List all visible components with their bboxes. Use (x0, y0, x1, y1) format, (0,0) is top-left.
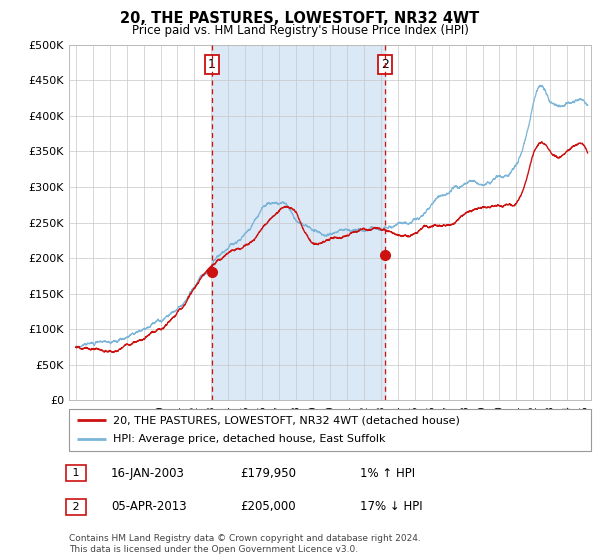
Text: This data is licensed under the Open Government Licence v3.0.: This data is licensed under the Open Gov… (69, 545, 358, 554)
Text: 05-APR-2013: 05-APR-2013 (111, 500, 187, 514)
Text: 20, THE PASTURES, LOWESTOFT, NR32 4WT: 20, THE PASTURES, LOWESTOFT, NR32 4WT (121, 11, 479, 26)
Text: £179,950: £179,950 (240, 466, 296, 480)
Text: HPI: Average price, detached house, East Suffolk: HPI: Average price, detached house, East… (113, 435, 386, 445)
Text: 1: 1 (69, 468, 83, 478)
Text: Price paid vs. HM Land Registry's House Price Index (HPI): Price paid vs. HM Land Registry's House … (131, 24, 469, 36)
Text: 1: 1 (208, 58, 216, 71)
Text: 17% ↓ HPI: 17% ↓ HPI (360, 500, 422, 514)
FancyBboxPatch shape (69, 409, 591, 451)
Text: 1% ↑ HPI: 1% ↑ HPI (360, 466, 415, 480)
Text: 2: 2 (69, 502, 83, 512)
Text: 20, THE PASTURES, LOWESTOFT, NR32 4WT (detached house): 20, THE PASTURES, LOWESTOFT, NR32 4WT (d… (113, 415, 460, 425)
Text: Contains HM Land Registry data © Crown copyright and database right 2024.: Contains HM Land Registry data © Crown c… (69, 534, 421, 543)
Text: 2: 2 (382, 58, 389, 71)
Text: £205,000: £205,000 (240, 500, 296, 514)
Text: 16-JAN-2003: 16-JAN-2003 (111, 466, 185, 480)
